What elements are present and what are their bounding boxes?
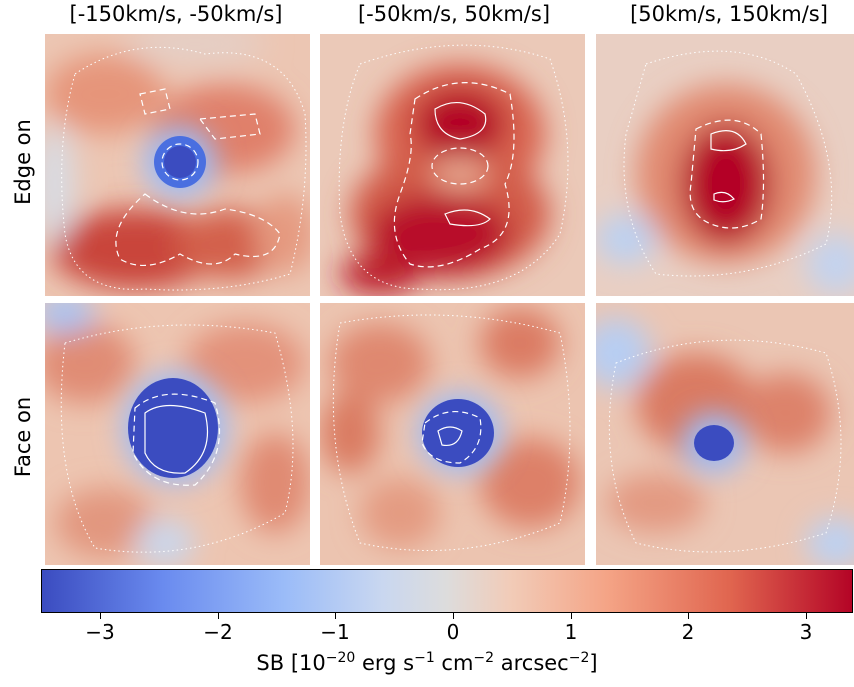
emission-region xyxy=(50,209,220,289)
emission-region xyxy=(606,473,706,533)
contour-dashed xyxy=(393,82,515,268)
emission-region xyxy=(806,518,854,565)
colorbar-label: SB [10−20 erg s−1 cm−2 arcsec−2] xyxy=(256,650,598,675)
contour-dashed xyxy=(132,393,221,486)
emission-region xyxy=(596,214,656,264)
panel-face-on-zero xyxy=(320,303,585,565)
colorbar-tick xyxy=(571,613,572,619)
contour-dotted xyxy=(338,44,569,291)
colorbar-tick xyxy=(335,613,336,619)
emission-region xyxy=(480,438,580,528)
colorbar-tick-label: 0 xyxy=(446,620,460,644)
contour-solid xyxy=(713,191,735,203)
panel-edge-on-blue xyxy=(45,34,310,296)
emission-region xyxy=(360,478,440,548)
emission-region xyxy=(432,156,488,192)
absorption-core xyxy=(422,399,494,467)
contour-dashed xyxy=(161,143,199,181)
colorbar-tick xyxy=(806,613,807,619)
emission-region xyxy=(45,323,135,403)
contour-dotted xyxy=(332,314,571,552)
panel-face-on-blue xyxy=(45,303,310,565)
emission-region xyxy=(681,124,771,244)
panel-face-on-red xyxy=(596,303,854,565)
emission-region xyxy=(415,89,505,159)
colorbar-tick-label: 3 xyxy=(799,620,813,644)
colorbar-tick-label: 1 xyxy=(564,620,578,644)
contour-dotted xyxy=(61,46,307,291)
colorbar-tick-label: −3 xyxy=(85,620,115,644)
panel-edge-on-zero xyxy=(320,34,585,296)
contour-solid xyxy=(437,426,463,447)
contour-dashed xyxy=(431,147,489,185)
emission-region xyxy=(741,373,831,453)
emission-region xyxy=(125,34,265,64)
emission-region xyxy=(596,318,651,388)
emission-region xyxy=(340,254,420,294)
emission-region xyxy=(135,518,195,565)
row-label-face-on: Face on xyxy=(11,396,35,478)
emission-region xyxy=(330,323,430,403)
emission-region xyxy=(45,124,75,244)
contour-solid xyxy=(434,102,487,140)
colorbar-tick-label: 2 xyxy=(681,620,695,644)
column-title-2: [-50km/s, 50km/s] xyxy=(357,2,551,26)
colorbar-tick-label: −2 xyxy=(203,620,233,644)
contour-solid xyxy=(710,130,747,152)
colorbar-tick xyxy=(688,613,689,619)
contour-dotted xyxy=(608,339,842,553)
colorbar-tick xyxy=(453,613,454,619)
emission-region xyxy=(370,194,510,274)
colorbar-tick-label: −1 xyxy=(320,620,350,644)
emission-region xyxy=(806,234,854,294)
emission-region xyxy=(45,303,95,333)
colorbar-tick xyxy=(100,613,101,619)
emission-region xyxy=(45,54,165,134)
column-title-3: [50km/s, 150km/s] xyxy=(630,2,828,26)
contour-dashed xyxy=(198,113,261,140)
panel-edge-on-red xyxy=(596,34,854,296)
emission-region xyxy=(55,488,155,558)
absorption-core xyxy=(128,378,218,478)
emission-region xyxy=(185,323,305,403)
absorption-core xyxy=(694,425,734,461)
contour-dashed xyxy=(689,119,765,229)
contour-dashed xyxy=(421,411,482,464)
contour-dotted xyxy=(623,50,833,277)
emission-region xyxy=(480,308,560,378)
row-label-edge-on: Edge on xyxy=(11,119,35,205)
colorbar xyxy=(41,569,853,613)
contour-solid xyxy=(444,209,491,227)
contour-solid xyxy=(144,404,209,474)
emission-region xyxy=(320,393,380,473)
contour-dashed xyxy=(115,193,281,267)
column-title-1: [-150km/s, -50km/s] xyxy=(69,2,283,26)
emission-region xyxy=(255,194,310,274)
absorption-core xyxy=(164,146,196,178)
colorbar-tick xyxy=(218,613,219,619)
